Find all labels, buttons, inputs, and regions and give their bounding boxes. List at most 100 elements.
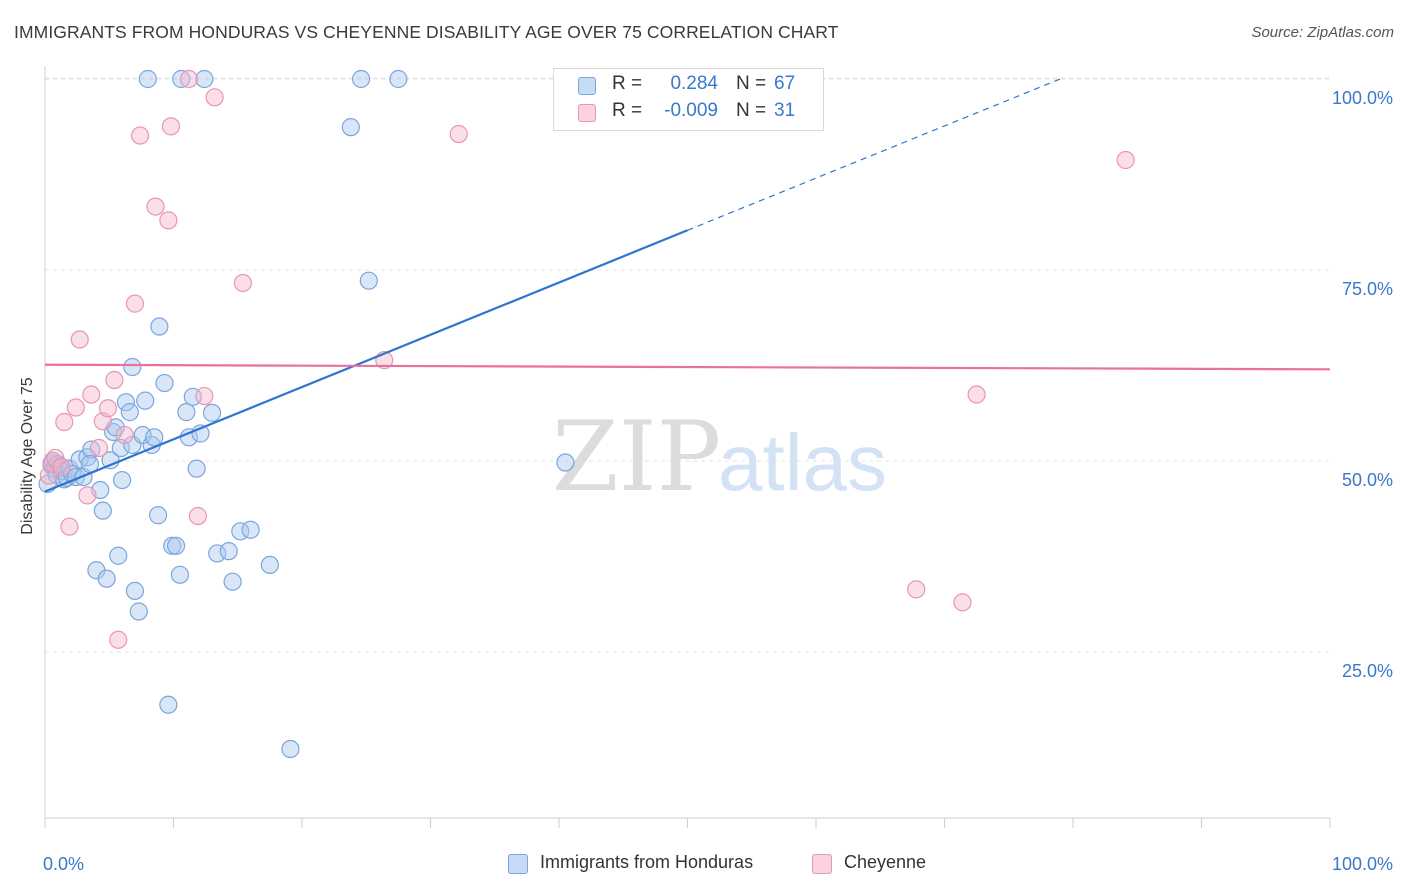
- point-honduras: [241, 520, 260, 539]
- point-honduras: [208, 544, 227, 563]
- point-honduras: [352, 69, 371, 89]
- point-honduras: [125, 581, 145, 600]
- n-label: N =: [736, 100, 767, 121]
- y-tick-label: 100.0%: [1332, 88, 1393, 108]
- n-value: 31: [774, 100, 796, 121]
- point-honduras: [177, 403, 196, 422]
- legend-swatch-cheyenne: [812, 854, 832, 874]
- point-cheyenne: [46, 448, 65, 468]
- trendlines: [44, 78, 1331, 493]
- r-label: R =: [612, 73, 643, 94]
- point-honduras: [120, 403, 139, 422]
- point-honduras: [148, 506, 168, 525]
- point-honduras: [101, 451, 120, 470]
- point-honduras: [145, 428, 164, 447]
- legend-swatch-cheyenne: [578, 104, 596, 122]
- legend-label-cheyenne: Cheyenne: [844, 852, 927, 872]
- point-honduras: [260, 555, 279, 575]
- y-tick-labels: 25.0% 50.0% 75.0% 100.0%: [1332, 88, 1393, 681]
- r-label: R =: [612, 100, 643, 121]
- n-label: N =: [736, 73, 767, 94]
- x-tick-label: 100.0%: [1332, 854, 1393, 874]
- point-honduras: [219, 542, 238, 561]
- trendline-cheyenne: [44, 363, 1331, 371]
- point-cheyenne: [98, 399, 118, 418]
- point-cheyenne: [449, 124, 468, 144]
- legend-label-honduras: Immigrants from Honduras: [540, 852, 754, 872]
- point-cheyenne: [146, 197, 165, 216]
- point-cheyenne: [953, 593, 972, 612]
- axes: [44, 66, 1331, 828]
- point-honduras: [82, 440, 101, 459]
- point-honduras: [116, 393, 136, 412]
- point-honduras: [556, 453, 575, 472]
- point-honduras: [223, 572, 242, 591]
- point-cheyenne: [179, 69, 199, 89]
- y-tick-label: 50.0%: [1342, 470, 1393, 490]
- x-tick-label: 0.0%: [43, 854, 84, 874]
- point-cheyenne: [52, 458, 71, 477]
- point-honduras: [136, 391, 155, 410]
- point-cheyenne: [55, 412, 74, 432]
- legend-stats: R = 0.284 N = 67 R = -0.009 N = 31: [553, 68, 824, 131]
- point-cheyenne: [78, 486, 97, 505]
- point-honduras: [187, 459, 206, 478]
- trendline-honduras-extension: [687, 78, 1061, 231]
- point-honduras: [172, 69, 191, 89]
- point-honduras: [166, 536, 186, 555]
- legend-swatch-honduras: [578, 77, 596, 95]
- source-label: Source: ZipAtlas.com: [1251, 24, 1394, 41]
- point-honduras: [133, 425, 152, 445]
- point-cheyenne: [109, 630, 128, 649]
- point-cheyenne: [1116, 150, 1135, 170]
- point-honduras: [159, 695, 178, 714]
- point-honduras: [97, 569, 116, 588]
- n-value: 67: [774, 73, 796, 94]
- point-honduras: [123, 357, 142, 377]
- point-honduras: [163, 536, 182, 555]
- point-honduras: [170, 565, 190, 584]
- point-honduras: [129, 602, 148, 621]
- legend-series: Immigrants from Honduras Cheyenne: [0, 852, 1406, 878]
- y-tick-label: 25.0%: [1342, 661, 1393, 681]
- point-honduras: [109, 546, 128, 565]
- point-cheyenne: [82, 385, 101, 404]
- point-cheyenne: [89, 438, 109, 458]
- point-cheyenne: [115, 425, 134, 445]
- point-cheyenne: [161, 117, 181, 136]
- watermark-atlas: atlas: [718, 418, 887, 507]
- point-cheyenne: [195, 386, 214, 406]
- point-cheyenne: [60, 517, 79, 536]
- point-honduras: [389, 69, 408, 89]
- chart-title: IMMIGRANTS FROM HONDURAS VS CHEYENNE DIS…: [14, 22, 839, 42]
- watermark: ZIP atlas: [552, 401, 887, 513]
- point-honduras: [341, 118, 360, 137]
- point-cheyenne: [125, 294, 145, 313]
- point-honduras: [281, 739, 300, 759]
- point-cheyenne: [66, 398, 85, 417]
- series-honduras-points: [38, 69, 575, 759]
- point-honduras: [138, 69, 157, 89]
- y-tick-label: 75.0%: [1342, 279, 1393, 299]
- point-cheyenne: [233, 273, 252, 293]
- trendline-honduras: [44, 229, 688, 493]
- point-honduras: [150, 317, 169, 336]
- point-cheyenne: [105, 370, 124, 390]
- r-value: 0.284: [670, 73, 718, 94]
- series-cheyenne-points: [39, 69, 1135, 649]
- point-cheyenne: [907, 580, 926, 599]
- point-honduras: [202, 403, 222, 422]
- x-tick-labels: 0.0% 100.0%: [43, 854, 1393, 874]
- point-cheyenne: [188, 506, 208, 526]
- point-cheyenne: [205, 88, 224, 107]
- point-honduras: [359, 271, 378, 290]
- watermark-zip: ZIP: [552, 401, 721, 513]
- point-cheyenne: [967, 385, 986, 404]
- point-honduras: [195, 69, 214, 89]
- point-cheyenne: [130, 126, 150, 145]
- point-honduras: [112, 471, 132, 490]
- r-value: -0.009: [664, 100, 718, 121]
- point-cheyenne: [159, 211, 178, 230]
- point-honduras: [93, 501, 112, 520]
